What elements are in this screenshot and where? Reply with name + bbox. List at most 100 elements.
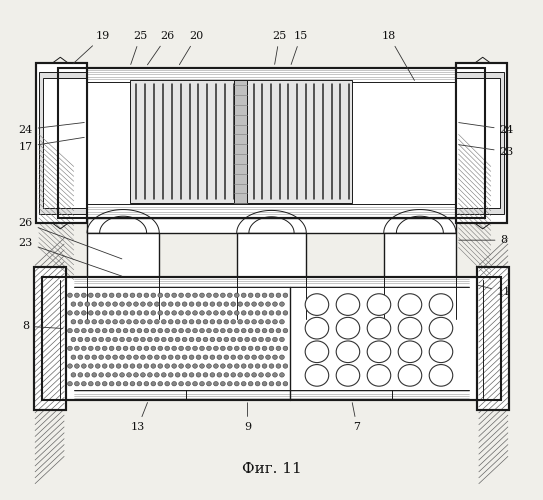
Circle shape xyxy=(224,355,229,360)
Bar xyxy=(36,63,87,223)
Circle shape xyxy=(193,310,198,315)
Bar xyxy=(36,63,87,223)
Text: 25: 25 xyxy=(273,31,287,64)
Circle shape xyxy=(235,328,239,333)
Circle shape xyxy=(74,346,79,350)
Bar xyxy=(130,80,237,204)
Circle shape xyxy=(123,310,128,315)
Circle shape xyxy=(102,310,107,315)
Circle shape xyxy=(78,302,83,306)
Circle shape xyxy=(252,338,256,342)
Circle shape xyxy=(203,320,208,324)
Circle shape xyxy=(429,341,453,362)
Text: 20: 20 xyxy=(179,31,204,64)
Circle shape xyxy=(134,355,138,360)
Text: 11: 11 xyxy=(477,285,511,297)
Circle shape xyxy=(151,346,156,350)
Circle shape xyxy=(134,302,138,306)
Bar xyxy=(87,233,159,319)
Circle shape xyxy=(196,320,201,324)
Circle shape xyxy=(231,372,236,377)
Circle shape xyxy=(210,302,215,306)
Circle shape xyxy=(74,293,79,298)
Circle shape xyxy=(224,302,229,306)
Circle shape xyxy=(220,346,225,350)
Circle shape xyxy=(123,328,128,333)
Circle shape xyxy=(220,364,225,368)
Circle shape xyxy=(119,320,124,324)
Bar xyxy=(58,68,485,218)
Circle shape xyxy=(248,382,253,386)
Circle shape xyxy=(283,328,288,333)
Circle shape xyxy=(96,293,100,298)
Circle shape xyxy=(81,346,86,350)
Circle shape xyxy=(102,328,107,333)
Circle shape xyxy=(258,372,263,377)
Circle shape xyxy=(283,364,288,368)
Circle shape xyxy=(245,338,250,342)
Circle shape xyxy=(106,372,111,377)
Circle shape xyxy=(144,364,149,368)
Circle shape xyxy=(116,310,121,315)
Circle shape xyxy=(154,372,159,377)
Circle shape xyxy=(182,355,187,360)
Circle shape xyxy=(130,382,135,386)
Circle shape xyxy=(280,320,285,324)
Circle shape xyxy=(213,293,218,298)
Circle shape xyxy=(158,382,163,386)
Circle shape xyxy=(165,382,169,386)
Circle shape xyxy=(161,372,166,377)
Circle shape xyxy=(238,355,243,360)
Circle shape xyxy=(67,310,72,315)
Circle shape xyxy=(168,372,173,377)
Circle shape xyxy=(276,293,281,298)
Circle shape xyxy=(127,355,131,360)
Bar xyxy=(34,267,66,410)
Circle shape xyxy=(305,318,329,339)
Circle shape xyxy=(248,310,253,315)
Circle shape xyxy=(252,372,256,377)
Circle shape xyxy=(137,310,142,315)
Circle shape xyxy=(165,346,169,350)
Circle shape xyxy=(179,382,184,386)
Circle shape xyxy=(238,338,243,342)
Text: 13: 13 xyxy=(131,402,148,432)
Circle shape xyxy=(235,346,239,350)
Circle shape xyxy=(148,355,152,360)
Circle shape xyxy=(158,293,163,298)
Circle shape xyxy=(99,338,104,342)
Circle shape xyxy=(255,328,260,333)
Circle shape xyxy=(269,346,274,350)
Circle shape xyxy=(269,382,274,386)
Circle shape xyxy=(89,364,93,368)
Circle shape xyxy=(235,310,239,315)
Circle shape xyxy=(141,372,146,377)
Circle shape xyxy=(179,328,184,333)
Circle shape xyxy=(238,372,243,377)
Bar xyxy=(456,72,504,214)
Circle shape xyxy=(81,382,86,386)
Circle shape xyxy=(217,302,222,306)
Bar xyxy=(42,277,501,400)
Circle shape xyxy=(238,302,243,306)
Circle shape xyxy=(206,310,211,315)
Circle shape xyxy=(92,355,97,360)
Circle shape xyxy=(168,355,173,360)
Bar xyxy=(58,68,485,218)
Circle shape xyxy=(81,310,86,315)
Circle shape xyxy=(92,372,97,377)
Circle shape xyxy=(127,372,131,377)
Circle shape xyxy=(151,328,156,333)
Bar xyxy=(42,277,501,400)
Circle shape xyxy=(203,355,208,360)
Circle shape xyxy=(276,382,281,386)
Circle shape xyxy=(172,364,176,368)
Circle shape xyxy=(89,346,93,350)
Circle shape xyxy=(99,320,104,324)
Circle shape xyxy=(154,355,159,360)
Circle shape xyxy=(193,346,198,350)
Circle shape xyxy=(429,318,453,339)
Circle shape xyxy=(85,320,90,324)
Circle shape xyxy=(113,320,117,324)
Circle shape xyxy=(203,338,208,342)
